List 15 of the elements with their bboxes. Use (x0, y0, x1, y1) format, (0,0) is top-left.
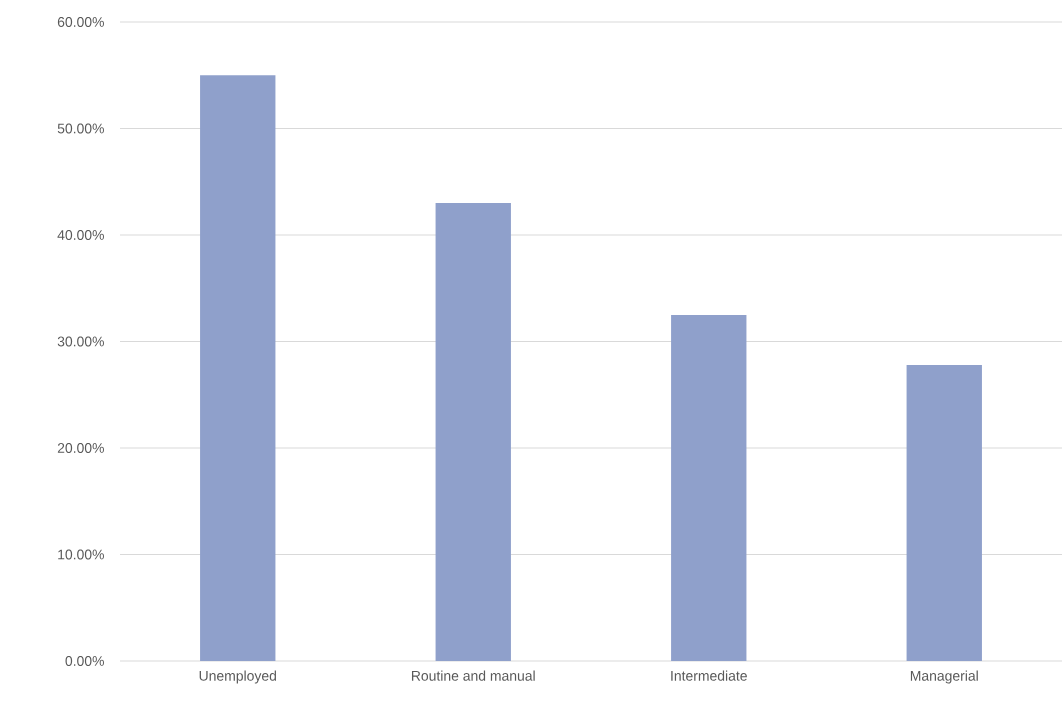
y-tick-label: 50.00% (57, 123, 104, 134)
bar (200, 75, 276, 661)
x-tick-label: Intermediate (671, 670, 747, 681)
x-tick-label: Unemployed (199, 670, 276, 684)
y-tick-label: 20.00% (57, 443, 104, 453)
y-tick-label: 60.00% (57, 17, 104, 27)
bar (671, 314, 747, 661)
y-tick-label: 0.00% (65, 656, 104, 666)
bar (906, 364, 982, 661)
x-tick-label: Managerial (910, 670, 978, 684)
bar (435, 203, 511, 661)
y-tick-label: 30.00% (57, 336, 104, 347)
x-tick-label: Routine and manual (411, 670, 535, 681)
y-tick-label: 10.00% (58, 549, 104, 560)
y-tick-label: 40.00% (57, 230, 104, 240)
